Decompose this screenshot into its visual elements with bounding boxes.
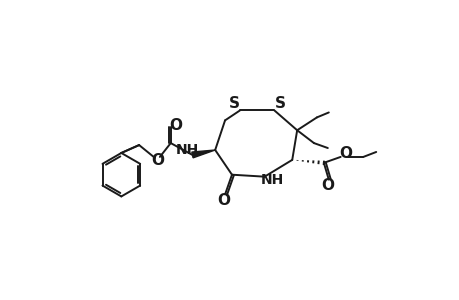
Text: O: O xyxy=(320,178,334,193)
Text: S: S xyxy=(274,96,285,111)
Text: O: O xyxy=(338,146,351,161)
Polygon shape xyxy=(191,150,215,158)
Text: NH: NH xyxy=(260,172,284,187)
Text: O: O xyxy=(151,153,164,168)
Text: S: S xyxy=(228,96,239,111)
Text: O: O xyxy=(217,193,230,208)
Text: NH: NH xyxy=(175,142,199,157)
Text: O: O xyxy=(169,118,182,133)
